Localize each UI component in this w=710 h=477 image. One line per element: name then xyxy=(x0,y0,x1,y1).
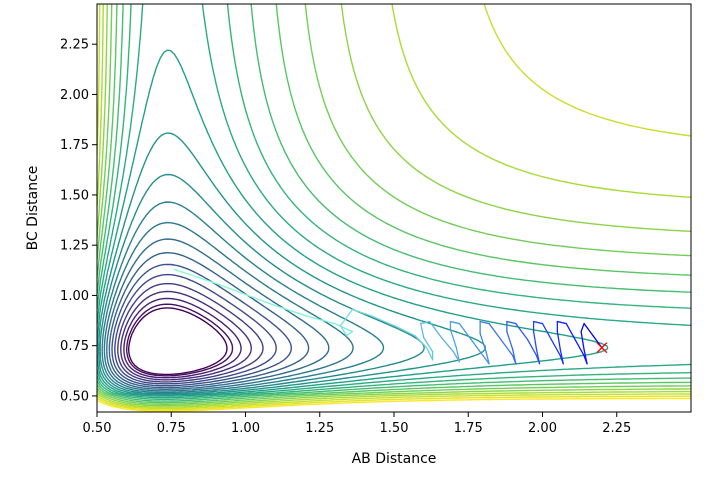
trajectory-segment xyxy=(449,328,458,349)
x-tick-label: 0.50 xyxy=(83,421,112,436)
trajectory-segment xyxy=(173,268,217,285)
trajectory-segment xyxy=(423,336,434,353)
trajectory-segment xyxy=(479,320,490,325)
contour-line xyxy=(99,173,425,395)
trajectory-segment xyxy=(541,322,553,341)
trajectory-segment xyxy=(556,330,561,351)
trajectory-segment xyxy=(574,338,585,357)
trajectory-segment xyxy=(215,282,270,305)
trajectory-segment xyxy=(304,314,336,325)
end-marker xyxy=(596,342,608,354)
contour-line xyxy=(98,132,486,396)
y-axis-title: BC Distance xyxy=(25,166,41,251)
contour-line xyxy=(120,290,252,381)
trajectory-segment xyxy=(583,349,588,365)
trajectory-segment xyxy=(414,334,428,349)
trajectory-segment xyxy=(420,322,425,339)
contour-line xyxy=(126,303,234,377)
x-tick-label: 1.75 xyxy=(454,421,483,436)
y-tick-label: 2.25 xyxy=(60,38,89,53)
trajectory-segment xyxy=(506,330,514,351)
trajectory-segment xyxy=(550,338,561,357)
trajectory-segment xyxy=(580,330,585,351)
contour-lines xyxy=(97,4,691,412)
contour-line xyxy=(101,201,385,394)
contour-line xyxy=(97,49,609,397)
trajectory-segment xyxy=(565,322,576,341)
trajectory-segment xyxy=(532,320,544,325)
contour-line xyxy=(103,221,354,392)
trajectory-segment xyxy=(333,322,354,333)
trajectory-segment xyxy=(527,338,538,357)
y-tick-label: 0.50 xyxy=(60,389,89,404)
contour-line xyxy=(111,263,292,387)
y-tick-label: 1.75 xyxy=(60,138,89,153)
trajectory-segment xyxy=(556,320,567,325)
y-tick-label: 1.50 xyxy=(60,188,89,203)
contour-line xyxy=(123,297,242,379)
trajectory-segment xyxy=(580,322,585,333)
trajectory-segment xyxy=(426,347,434,361)
y-tick-label: 1.00 xyxy=(60,289,89,304)
end-marker-stroke xyxy=(596,342,608,354)
trajectory-segment xyxy=(535,349,541,365)
x-tick-label: 1.00 xyxy=(231,421,260,436)
trajectory-segment xyxy=(369,314,395,327)
x-tick-label: 2.25 xyxy=(602,421,631,436)
trajectory-segment xyxy=(351,308,371,317)
trajectory-segment xyxy=(532,330,538,351)
trajectory-segment xyxy=(458,322,472,341)
x-tick-label: 1.25 xyxy=(305,421,334,436)
contour-line xyxy=(108,252,310,389)
trajectory-segment xyxy=(479,332,487,353)
trajectory-segment xyxy=(559,349,564,365)
contour-line xyxy=(97,4,691,407)
contour-line xyxy=(128,307,228,376)
y-tick-label: 2.00 xyxy=(60,88,89,103)
trajectory-segment xyxy=(455,347,460,363)
trajectory-segment xyxy=(339,324,348,337)
trajectory-path xyxy=(173,268,603,365)
contour-line xyxy=(114,273,277,385)
trajectory-segment xyxy=(512,349,517,365)
y-axis-ticks: 0.50 0.75 1.00 1.25 1.50 1.75 2.00 2.25 xyxy=(60,38,97,404)
trajectory-segment xyxy=(268,302,306,317)
trajectory-segment xyxy=(488,322,502,341)
x-tick-label: 0.75 xyxy=(157,421,186,436)
x-tick-label: 1.50 xyxy=(380,421,409,436)
x-tick-label: 2.00 xyxy=(528,421,557,436)
trajectory-segment xyxy=(393,324,416,337)
trajectory-segment xyxy=(428,320,443,339)
contour-line xyxy=(117,282,264,383)
contour-line xyxy=(97,4,691,404)
contour-line xyxy=(97,4,691,402)
trajectory-segment xyxy=(470,338,484,357)
trajectory-segment xyxy=(485,351,490,365)
trajectory-segment xyxy=(506,320,517,325)
contour-line xyxy=(106,238,330,390)
contour-line xyxy=(97,395,691,411)
contour-line xyxy=(97,4,691,410)
trajectory-segment xyxy=(339,308,354,327)
y-tick-label: 0.75 xyxy=(60,339,89,354)
trajectory-segment xyxy=(420,320,431,325)
trajectory-segment xyxy=(583,322,594,337)
x-axis-title: AB Distance xyxy=(352,451,437,467)
contour-line xyxy=(97,4,691,401)
contour-line xyxy=(97,4,691,399)
trajectory-segment xyxy=(440,336,455,353)
trajectory-segment xyxy=(345,330,354,337)
x-axis-ticks: 0.50 0.75 1.00 1.25 1.50 1.75 2.00 2.25 xyxy=(83,412,631,436)
contour-line xyxy=(97,4,691,405)
contour-line xyxy=(97,397,691,412)
trajectory-segment xyxy=(515,322,529,341)
trajectory-segment xyxy=(449,320,460,325)
trajectory-segment xyxy=(500,338,514,357)
y-tick-label: 1.25 xyxy=(60,239,89,254)
